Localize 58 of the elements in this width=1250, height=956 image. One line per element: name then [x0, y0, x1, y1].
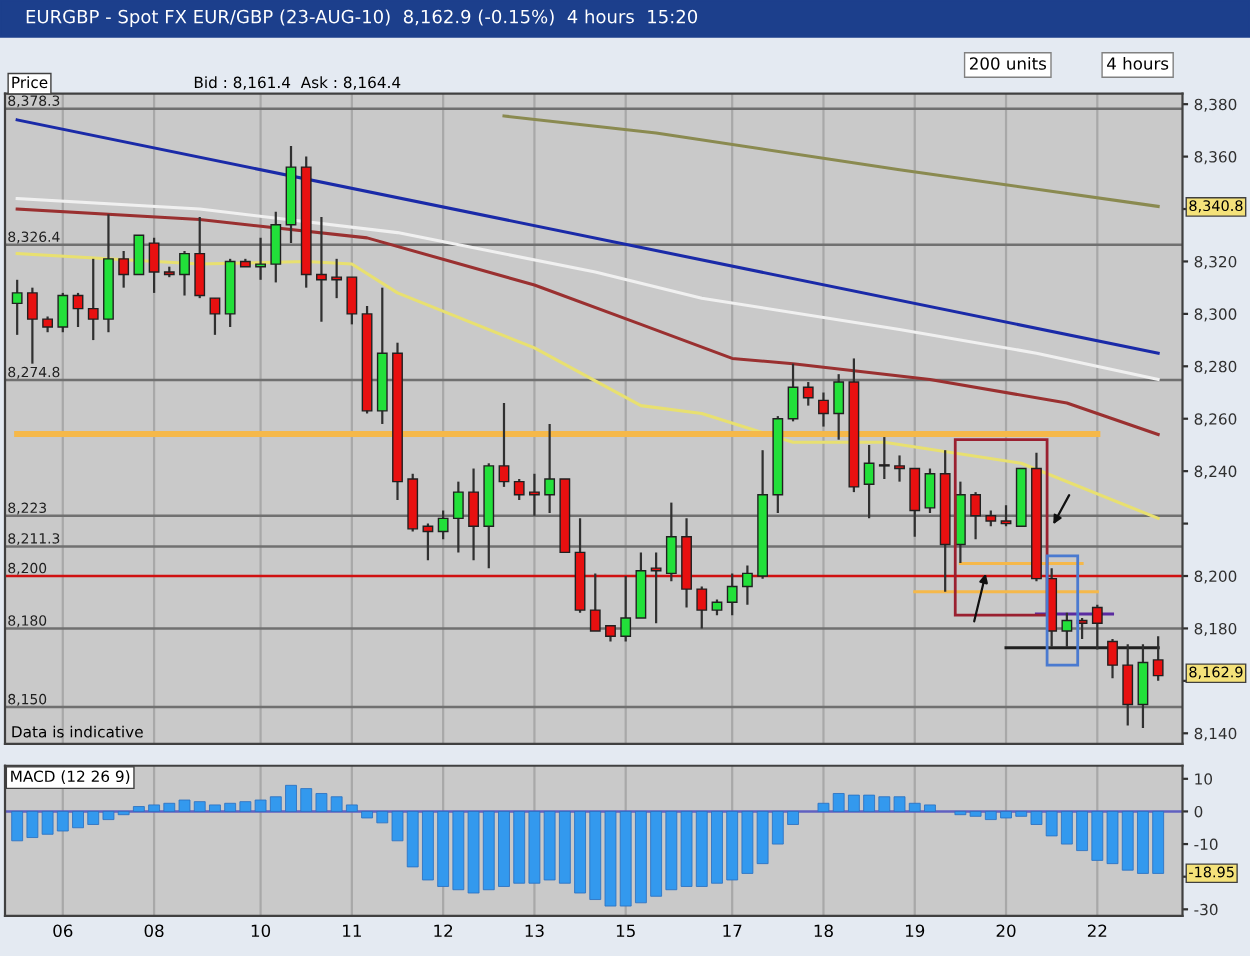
candlestick — [878, 435, 890, 481]
candlestick — [57, 291, 69, 334]
candlestick — [468, 467, 479, 562]
x-tick-label: 20 — [996, 924, 1016, 938]
x-tick-label: 10 — [251, 924, 271, 938]
candlestick — [513, 477, 525, 502]
candlestick — [970, 491, 982, 541]
candlestick — [620, 574, 632, 643]
candlestick — [148, 236, 160, 295]
candlestick — [255, 236, 266, 281]
candlestick — [696, 585, 708, 630]
candlestick — [133, 234, 145, 276]
candlestick — [589, 572, 601, 633]
candlestick — [787, 362, 799, 423]
candlestick — [316, 215, 327, 323]
candlestick — [331, 257, 343, 300]
x-tick-label: 15 — [616, 924, 635, 938]
candlestick — [665, 501, 677, 583]
candlestick — [26, 286, 38, 365]
x-tick-label: 11 — [343, 924, 361, 937]
candlestick — [909, 467, 921, 538]
candlestick — [924, 467, 936, 515]
candlestick — [863, 443, 875, 520]
candlestick — [894, 454, 905, 483]
candlestick — [270, 210, 282, 284]
candlestick — [179, 249, 190, 297]
x-tick-label: 18 — [814, 924, 833, 938]
x-tick-label: 12 — [434, 924, 453, 937]
candlestick — [87, 257, 99, 342]
x-tick-label: 08 — [144, 924, 164, 938]
chart-title: EURGBP - Spot FX EUR/GBP (23-AUG-10) 8,162.9 (-0.15%) 4 hours 15:20 — [26, 9, 698, 27]
candlestick — [11, 278, 23, 336]
candlestick — [118, 249, 130, 289]
candlestick — [544, 422, 556, 515]
candlestick — [437, 509, 449, 541]
text: 200 units — [969, 56, 1047, 70]
candlestick — [498, 401, 510, 488]
candlestick — [452, 480, 464, 554]
candlestick — [346, 276, 358, 326]
x-tick-label: 19 — [905, 924, 925, 938]
x-tick-label: 22 — [1087, 924, 1107, 937]
candlestick — [818, 391, 829, 428]
text: 4 hours — [1107, 56, 1169, 70]
candlestick — [726, 572, 738, 617]
candlestick — [194, 215, 206, 300]
x-tick-label: 06 — [53, 924, 73, 938]
candlestick — [1000, 504, 1012, 528]
candlestick — [72, 291, 84, 329]
candlestick — [741, 564, 753, 606]
candlestick — [650, 551, 662, 625]
x-tick-label: 13 — [525, 924, 544, 938]
candlestick — [635, 551, 647, 620]
candlestick — [833, 373, 845, 441]
line-series — [502, 114, 1160, 208]
candlestick — [209, 297, 221, 336]
candlestick — [529, 472, 540, 517]
candlestick — [802, 380, 814, 407]
x-tick-label: 17 — [723, 924, 742, 937]
